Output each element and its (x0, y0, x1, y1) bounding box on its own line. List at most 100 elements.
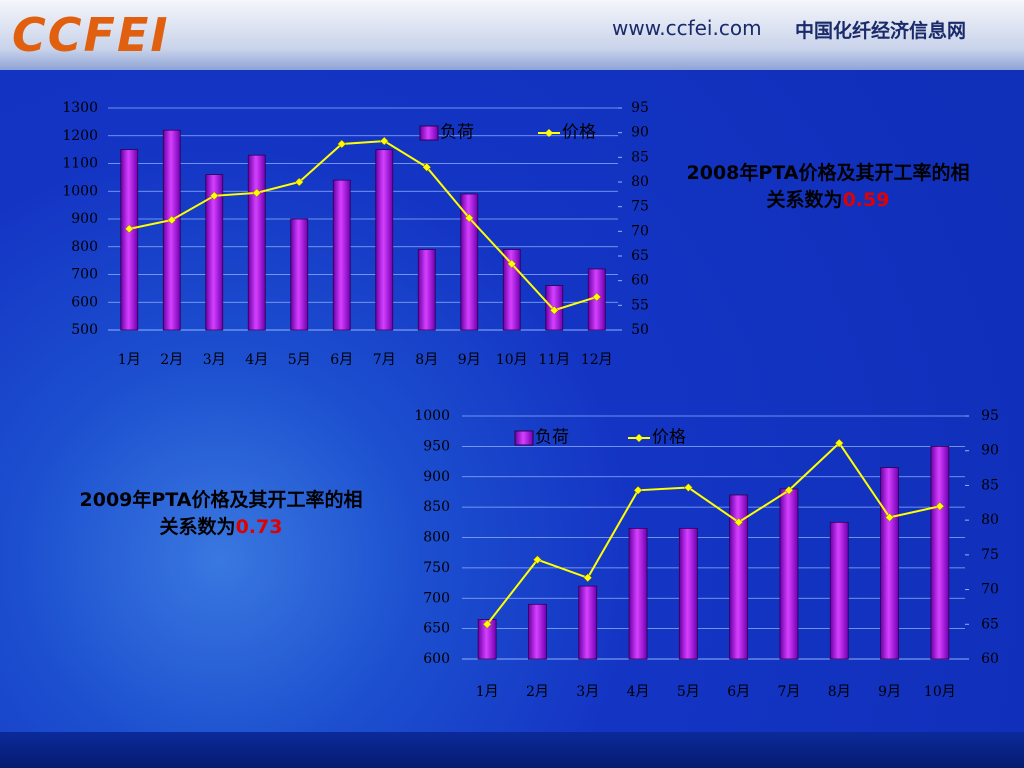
price-marker (549, 305, 559, 315)
legend-label: 负荷 (440, 122, 474, 141)
price-marker (507, 259, 517, 269)
x-tick-label: 7月 (777, 684, 800, 700)
x-tick-label: 5月 (288, 352, 311, 368)
bar (477, 619, 497, 660)
x-tick-label: 9月 (458, 352, 481, 368)
y-tick-label: 850 (423, 499, 450, 515)
y2-tick-label: 65 (981, 616, 999, 632)
bar (290, 218, 309, 331)
x-tick-label: 1月 (476, 684, 499, 700)
y-tick-label: 750 (423, 560, 450, 576)
bar (578, 585, 598, 660)
bar (375, 149, 394, 331)
price-marker (885, 513, 894, 522)
price-marker (533, 555, 542, 565)
y-tick-label: 650 (423, 621, 450, 637)
y2-tick-label: 60 (981, 651, 999, 667)
price-marker (592, 292, 602, 302)
bar (829, 521, 849, 660)
y2-tick-label: 55 (631, 297, 649, 313)
x-tick-label: 2月 (160, 352, 183, 368)
annotation: 2009年PTA价格及其开工率的相关系数为0.73 (76, 487, 366, 541)
x-tick-label: 3月 (576, 684, 599, 700)
bar (417, 249, 436, 331)
price-marker (252, 188, 262, 198)
x-tick-label: 11月 (538, 352, 570, 368)
y2-tick-label: 95 (981, 408, 999, 424)
y-tick-label: 900 (71, 211, 98, 227)
header-bar (0, 0, 1024, 70)
legend-marker (635, 434, 643, 442)
y-tick-label: 800 (423, 530, 450, 546)
y2-tick-label: 85 (981, 477, 999, 493)
x-tick-label: 10月 (496, 352, 528, 368)
bar (528, 603, 547, 660)
bar (162, 129, 181, 331)
x-tick-label: 1月 (118, 352, 141, 368)
url: www.ccfei.com (612, 16, 762, 40)
bar (779, 488, 799, 660)
y2-tick-label: 50 (631, 322, 649, 338)
price-line (129, 140, 598, 312)
bar (460, 193, 479, 331)
price-marker (633, 485, 643, 495)
y-tick-label: 800 (71, 239, 98, 255)
price-marker (834, 438, 844, 448)
y-tick-label: 1100 (62, 156, 98, 172)
price-marker (124, 224, 134, 234)
price-line (486, 441, 941, 625)
price-marker (784, 485, 794, 495)
bar (880, 467, 899, 660)
annotation-value: 0.59 (842, 189, 890, 211)
x-tick-label: 10月 (924, 684, 956, 700)
y2-tick-label: 90 (631, 125, 649, 141)
y2-tick-label: 70 (631, 223, 649, 239)
legend-label: 价格 (562, 122, 596, 141)
x-tick-label: 9月 (878, 684, 901, 700)
x-tick-label: 4月 (627, 684, 650, 700)
y-tick-label: 700 (423, 590, 450, 606)
price-marker (379, 136, 389, 146)
y2-tick-label: 60 (631, 273, 649, 289)
bar (120, 149, 139, 331)
y-tick-label: 500 (71, 322, 98, 338)
price-marker (683, 483, 693, 492)
bar (930, 445, 950, 660)
y-tick-label: 600 (71, 294, 98, 310)
y-tick-label: 1000 (414, 408, 450, 424)
y-tick-label: 1300 (62, 100, 98, 116)
price-marker (583, 573, 593, 583)
x-tick-label: 3月 (203, 352, 226, 368)
price-marker (935, 501, 945, 511)
annotation: 2008年PTA价格及其开工率的相关系数为0.59 (683, 160, 973, 214)
y-tick-label: 950 (423, 438, 450, 454)
legend-swatch (419, 125, 439, 141)
x-tick-label: 8月 (828, 684, 851, 700)
bar (678, 527, 698, 660)
legend-label: 价格 (652, 427, 686, 446)
x-tick-label: 2月 (526, 684, 549, 700)
y-tick-label: 900 (423, 469, 450, 485)
legend-swatch (514, 430, 534, 446)
y2-tick-label: 80 (631, 174, 649, 190)
y2-tick-label: 75 (631, 199, 649, 215)
x-tick-label: 6月 (727, 684, 750, 700)
price-marker (209, 191, 219, 201)
legend-label: 负荷 (535, 427, 569, 446)
price-marker (422, 162, 432, 172)
y-tick-label: 1200 (62, 128, 98, 144)
y2-tick-label: 95 (631, 100, 649, 116)
logo: CCFEI (12, 8, 170, 62)
annotation-text: 2009年PTA价格及其开工率的相关系数为 (79, 489, 363, 538)
price-marker (337, 139, 347, 149)
x-tick-label: 6月 (330, 352, 353, 368)
x-tick-label: 12月 (581, 352, 613, 368)
bar (729, 494, 749, 660)
y2-tick-label: 85 (631, 149, 649, 165)
y-tick-label: 1000 (62, 183, 98, 199)
x-tick-label: 5月 (677, 684, 700, 700)
y2-tick-label: 70 (981, 582, 999, 598)
legend-marker (545, 129, 553, 137)
y-tick-label: 600 (423, 651, 450, 667)
